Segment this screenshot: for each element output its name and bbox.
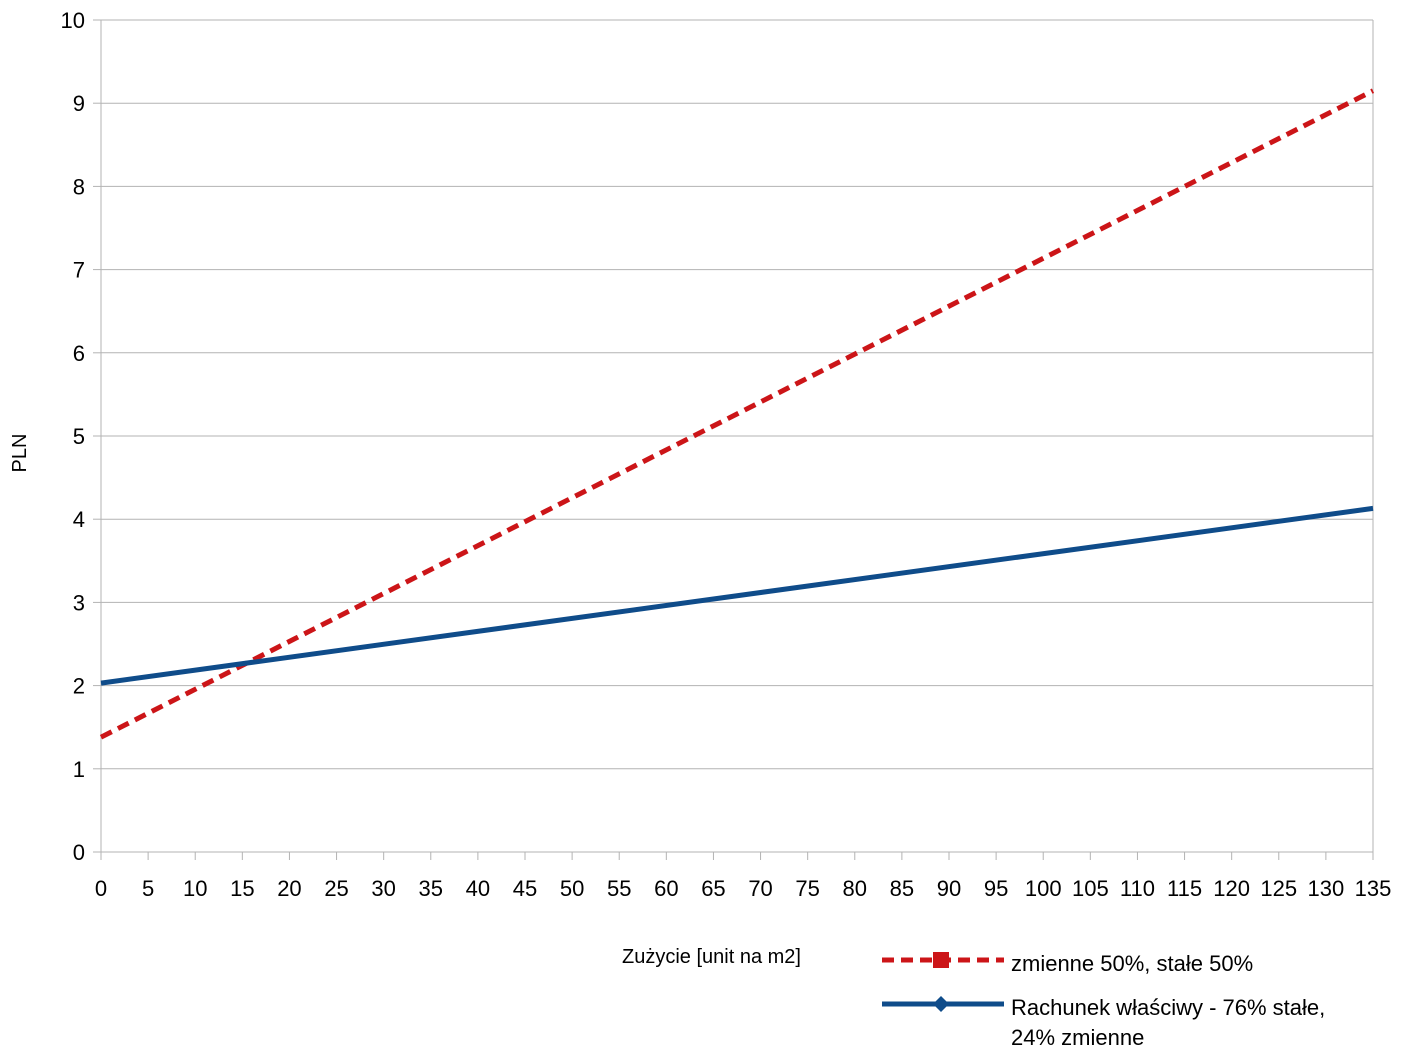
legend: zmienne 50%, stałe 50% Rachunek właściwy …: [882, 951, 1325, 1050]
legend-marker-diamond: [933, 996, 949, 1012]
legend-marker-square: [933, 952, 949, 968]
x-tick-label: 45: [513, 876, 537, 901]
x-tick-label: 135: [1355, 876, 1392, 901]
x-tick-label: 70: [748, 876, 772, 901]
x-tick-label: 130: [1308, 876, 1345, 901]
x-tick-label: 110: [1120, 876, 1155, 901]
x-tick-label: 50: [560, 876, 584, 901]
legend-label-line: Rachunek właściwy - 76% stałe,: [1011, 995, 1325, 1020]
axes: [93, 19, 1374, 860]
y-tick-labels: 0 1 2 3 4 5 6 7 8 9 10: [61, 8, 85, 865]
x-tick-label: 0: [95, 876, 107, 901]
x-tick-label: 15: [230, 876, 254, 901]
y-tick-label: 8: [73, 174, 85, 199]
y-tick-label: 9: [73, 91, 85, 116]
x-tick-label: 100: [1025, 876, 1062, 901]
legend-label-1: zmienne 50%, stałe 50%: [1011, 951, 1253, 976]
legend-label-line: 24% zmienne: [1011, 1025, 1144, 1050]
x-tick-label: 60: [654, 876, 678, 901]
x-tick-label: 35: [419, 876, 443, 901]
x-tick-label: 20: [277, 876, 301, 901]
x-tick-label: 25: [324, 876, 348, 901]
x-tick-label: 5: [142, 876, 154, 901]
x-tick-label: 95: [984, 876, 1008, 901]
x-tick-label: 65: [701, 876, 725, 901]
series-line-2: [100, 505, 1374, 686]
x-tick-label: 120: [1213, 876, 1250, 901]
x-tick-label: 30: [371, 876, 395, 901]
y-tick-label: 0: [73, 840, 85, 865]
x-tick-label: 90: [937, 876, 961, 901]
series-lines: [99, 88, 1375, 740]
x-tick-label: 75: [795, 876, 819, 901]
y-tick-label: 6: [73, 341, 85, 366]
x-axis-title: Zużycie [unit na m2]: [622, 946, 801, 968]
x-tick-label: 85: [890, 876, 914, 901]
series-line-1: [99, 88, 1375, 740]
y-tick-label: 10: [61, 8, 85, 33]
y-axis-title: PLN: [9, 434, 31, 473]
gridlines: [101, 19, 1373, 770]
y-tick-label: 2: [73, 674, 85, 699]
x-tick-label: 115: [1167, 876, 1202, 901]
x-tick-label: 10: [183, 876, 207, 901]
x-tick-label: 125: [1260, 876, 1297, 901]
y-tick-label: 4: [73, 507, 85, 532]
y-tick-label: 5: [73, 424, 85, 449]
x-tick-labels: 0 5 10 15 20 25 30 35 40 45 50 55 60 65 70 75 80 85 90 95 10…: [95, 876, 1391, 901]
x-tick-label: 80: [843, 876, 867, 901]
x-tick-label: 105: [1072, 876, 1109, 901]
y-tick-label: 3: [73, 590, 85, 615]
y-tick-label: 1: [73, 757, 85, 782]
x-tick-label: 55: [607, 876, 631, 901]
x-tick-label: 40: [466, 876, 490, 901]
legend-label-2: Rachunek właściwy - 76% stałe, 24% zmienn…: [1011, 995, 1325, 1050]
y-tick-label: 7: [73, 258, 85, 283]
